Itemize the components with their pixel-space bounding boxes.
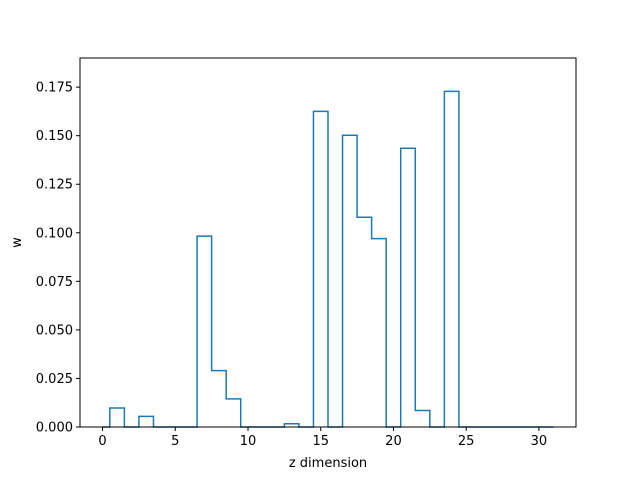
y-tick-label: 0.125 [36,178,73,193]
x-axis-label: z dimension [289,456,367,471]
y-tick-label: 0.175 [36,81,73,96]
x-tick-label: 10 [240,434,257,449]
y-tick-label: 0.025 [36,372,73,387]
axes-frame [79,57,577,428]
x-tick-label: 25 [458,434,475,449]
y-axis-ticks: 0.000 0.025 0.050 0.075 0.100 0.125 0.150 0.175 [36,81,80,436]
x-tick-label: 20 [385,434,402,449]
x-axis-ticks: 0 5 10 15 20 25 30 [98,427,547,449]
x-tick-label: 15 [312,434,329,449]
y-tick-label: 0.050 [36,323,73,338]
y-tick-label: 0.100 [36,226,73,241]
y-tick-label: 0.000 [36,421,73,436]
y-axis-label: w [10,237,25,248]
x-tick-label: 5 [171,434,179,449]
x-tick-label: 0 [98,434,106,449]
y-tick-label: 0.150 [36,129,73,144]
x-tick-label: 30 [531,434,548,449]
y-tick-label: 0.075 [36,275,73,290]
